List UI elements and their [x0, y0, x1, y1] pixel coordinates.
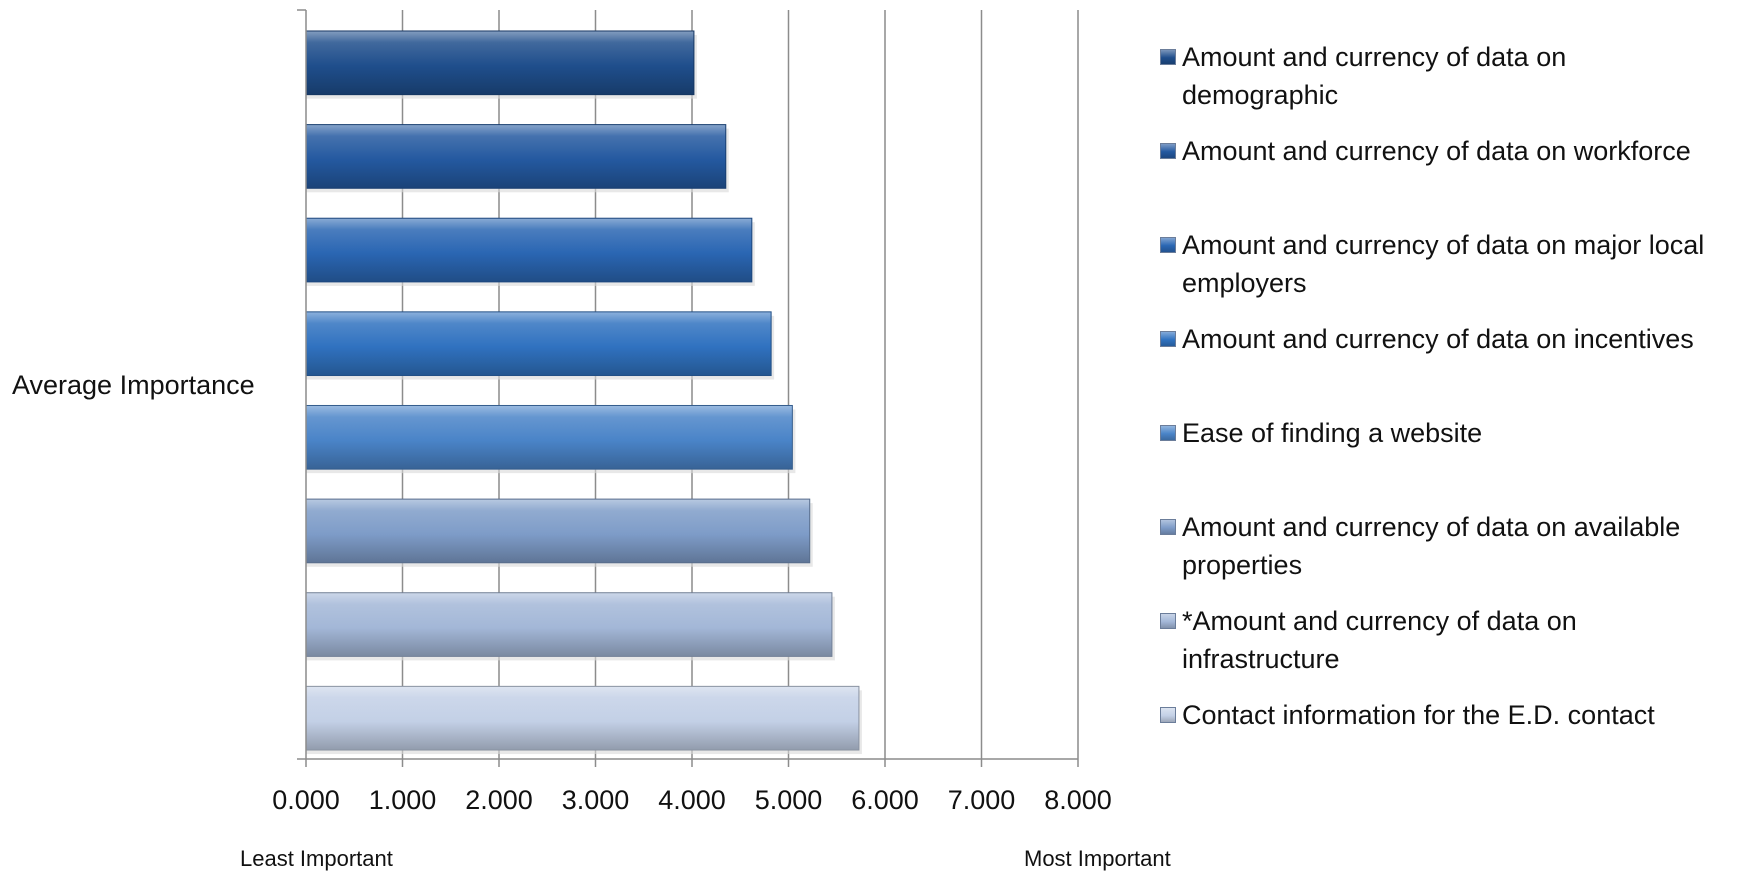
- x-tick-label: 0.000: [272, 785, 340, 815]
- legend-label: Amount and currency of data on incentive…: [1182, 324, 1694, 354]
- bar: [305, 404, 793, 470]
- bar: [305, 217, 753, 283]
- legend-item: Ease of finding a website: [1160, 414, 1727, 452]
- legend-label: Amount and currency of data on available…: [1182, 512, 1681, 580]
- legend-label: *Amount and currency of data on infrastr…: [1182, 606, 1577, 674]
- axes: 0.000 1.000 2.000 3.000 4.000 5.000 6.000 7.000…: [272, 9, 1112, 815]
- x-tick-label: 8.000: [1044, 785, 1112, 815]
- legend-swatch: [1160, 331, 1176, 347]
- bar: [305, 592, 833, 657]
- legend-label: Amount and currency of data on workforce: [1182, 136, 1691, 166]
- legend-label: Amount and currency of data on major loc…: [1182, 230, 1705, 298]
- legend-item: Amount and currency of data on incentive…: [1160, 320, 1727, 358]
- legend-label: Ease of finding a website: [1182, 418, 1483, 448]
- legend-item: Amount and currency of data on workforce: [1160, 132, 1727, 170]
- legend-swatch: [1160, 143, 1176, 159]
- bar: [305, 685, 860, 751]
- x-tick-label: 1.000: [369, 785, 437, 815]
- category-axis-label: Average Importance: [12, 370, 255, 400]
- bars: [305, 30, 862, 755]
- x-tick-label: 2.000: [465, 785, 533, 815]
- x-tick-label: 7.000: [948, 785, 1016, 815]
- legend-item: Amount and currency of data on available…: [1160, 508, 1727, 584]
- x-tick-label: 6.000: [851, 785, 919, 815]
- legend-label: Amount and currency of data on demograph…: [1182, 42, 1567, 110]
- x-tick-label: 5.000: [755, 785, 823, 815]
- most-important-note: Most Important: [1024, 846, 1171, 871]
- legend-swatch: [1160, 519, 1176, 535]
- legend-swatch: [1160, 237, 1176, 253]
- legend-item: *Amount and currency of data on infrastr…: [1160, 602, 1727, 678]
- legend-item: Amount and currency of data on demograph…: [1160, 38, 1727, 114]
- bar: [305, 124, 727, 189]
- legend-item: Amount and currency of data on major loc…: [1160, 226, 1727, 302]
- least-important-note: Least Important: [240, 846, 393, 871]
- legend-swatch: [1160, 707, 1176, 723]
- legend-swatch: [1160, 613, 1176, 629]
- legend-label: Contact information for the E.D. contact: [1182, 700, 1655, 730]
- bar: [305, 498, 811, 564]
- legend-swatch: [1160, 49, 1176, 65]
- legend-item: Contact information for the E.D. contact: [1160, 696, 1727, 734]
- x-tick-label: 4.000: [658, 785, 726, 815]
- x-tick-label: 3.000: [562, 785, 630, 815]
- bar: [305, 311, 772, 377]
- bar: [305, 30, 695, 96]
- legend-swatch: [1160, 425, 1176, 441]
